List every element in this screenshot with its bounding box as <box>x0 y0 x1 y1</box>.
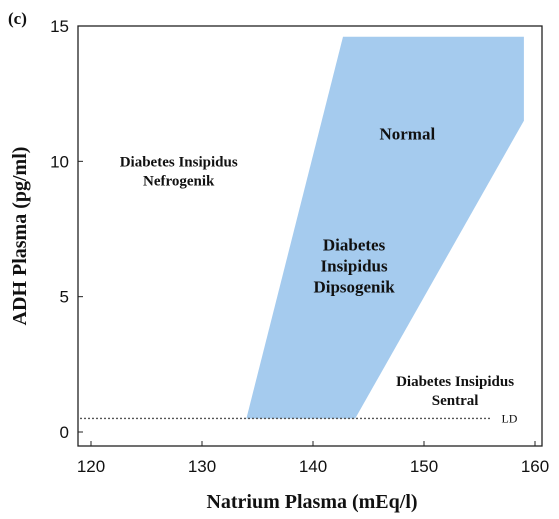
detection-limit-label: LD <box>501 411 517 425</box>
x-tick-label: 130 <box>188 457 216 476</box>
y-tick-label: 0 <box>60 423 69 442</box>
region-annotation: Diabetes Insipidus Sentral <box>396 374 514 409</box>
x-tick-label: 150 <box>410 457 438 476</box>
x-tick-label: 160 <box>521 457 549 476</box>
region-annotation: Diabetes Insipidus Dipsogenik <box>313 236 395 297</box>
x-tick-label: 120 <box>77 457 105 476</box>
region-annotation-line: Sentral <box>432 393 479 409</box>
region-annotation-line: Normal <box>379 125 435 144</box>
region-annotation-line: Diabetes Insipidus <box>120 155 238 171</box>
x-axis-title: Natrium Plasma (mEq/l) <box>206 491 417 513</box>
region-annotation: Diabetes Insipidus Nefrogenik <box>120 155 238 190</box>
region-annotation-line: Insipidus <box>321 257 388 276</box>
region-annotation-line: Dipsogenik <box>313 278 395 297</box>
panel-label: (c) <box>8 9 27 28</box>
region-annotation-line: Diabetes Insipidus <box>396 374 514 390</box>
y-tick-label: 10 <box>50 152 69 171</box>
y-axis-title: ADH Plasma (pg/ml) <box>9 147 31 326</box>
region-annotation-line: Diabetes <box>323 236 386 255</box>
plot-frame <box>77 25 543 447</box>
x-tick-label: 140 <box>299 457 327 476</box>
y-tick-label: 15 <box>50 17 69 36</box>
region-annotation-line: Nefrogenik <box>143 174 215 190</box>
normal-region-area <box>246 36 524 419</box>
region-annotation: Normal <box>379 125 435 144</box>
y-tick-label: 5 <box>60 288 69 307</box>
